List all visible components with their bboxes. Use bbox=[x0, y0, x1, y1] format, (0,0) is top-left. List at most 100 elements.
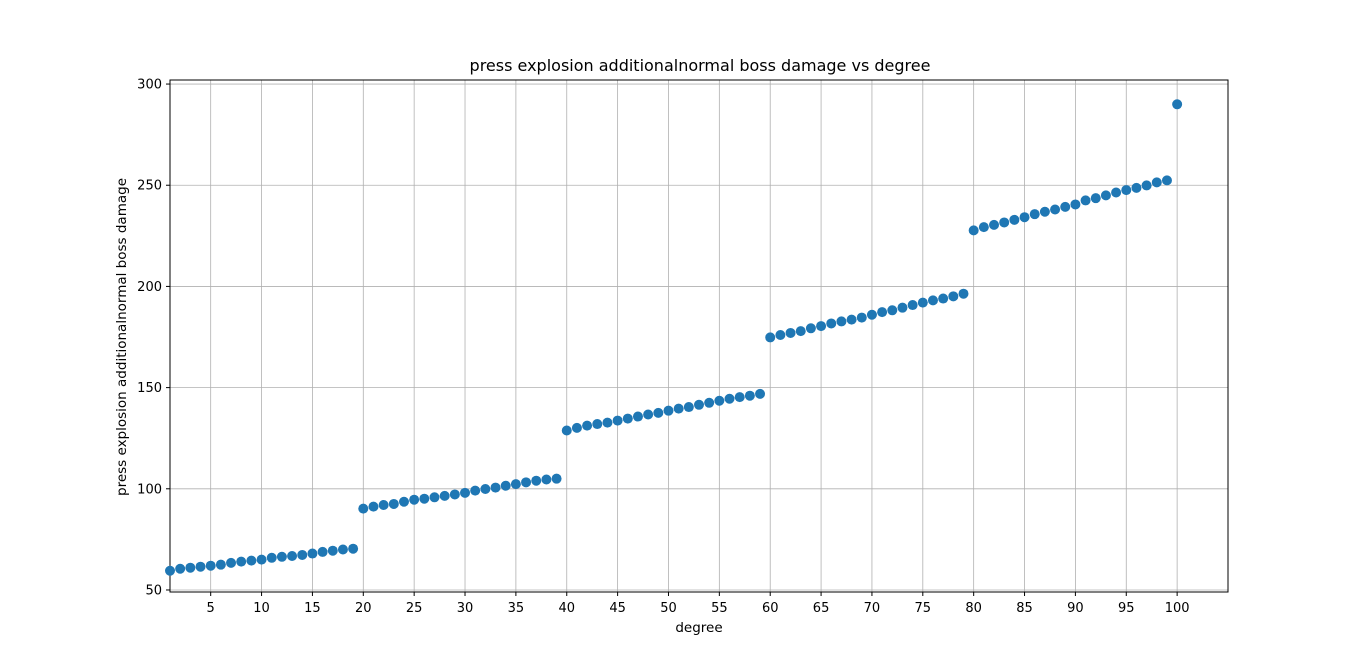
data-point bbox=[358, 503, 369, 514]
x-tick-label: 55 bbox=[711, 601, 728, 616]
data-point bbox=[826, 318, 837, 329]
y-axis-label: press explosion additionalnormal boss da… bbox=[114, 178, 130, 496]
y-tick-label: 150 bbox=[137, 381, 162, 396]
data-point bbox=[653, 407, 664, 418]
data-point bbox=[795, 326, 806, 337]
data-point bbox=[887, 305, 898, 316]
x-tick-label: 90 bbox=[1067, 601, 1084, 616]
data-point bbox=[775, 329, 786, 340]
y-axis-ticks: 50 100 150 200 250 300 bbox=[137, 78, 170, 598]
data-point bbox=[755, 388, 766, 399]
chart-title: press explosion additionalnormal boss da… bbox=[470, 56, 931, 75]
data-point bbox=[1151, 177, 1162, 188]
data-point bbox=[999, 217, 1010, 228]
data-point bbox=[704, 397, 715, 408]
x-tick-label: 30 bbox=[457, 601, 474, 616]
data-point bbox=[938, 293, 949, 304]
data-point bbox=[877, 307, 888, 318]
data-point bbox=[348, 543, 359, 554]
data-point bbox=[1080, 195, 1091, 206]
data-point bbox=[1019, 212, 1030, 223]
y-tick-label: 250 bbox=[137, 179, 162, 194]
x-tick-label: 80 bbox=[965, 601, 982, 616]
data-point bbox=[470, 485, 481, 496]
data-point bbox=[266, 552, 277, 563]
data-point bbox=[409, 494, 420, 505]
data-point bbox=[663, 405, 674, 416]
data-point bbox=[378, 499, 389, 510]
data-point bbox=[368, 501, 379, 512]
data-point bbox=[1029, 209, 1040, 220]
data-point bbox=[541, 474, 552, 485]
data-point bbox=[337, 544, 348, 555]
data-point bbox=[1111, 187, 1122, 198]
data-point bbox=[531, 475, 542, 486]
data-point bbox=[856, 312, 867, 323]
x-tick-label: 40 bbox=[558, 601, 575, 616]
y-tick-label: 100 bbox=[137, 482, 162, 497]
data-point bbox=[1161, 175, 1172, 186]
data-point bbox=[317, 546, 328, 557]
data-point bbox=[276, 551, 287, 562]
data-point bbox=[643, 409, 654, 420]
data-point bbox=[449, 489, 460, 500]
x-tick-label: 65 bbox=[813, 601, 830, 616]
x-tick-label: 10 bbox=[253, 601, 270, 616]
data-point bbox=[805, 323, 816, 334]
data-point bbox=[388, 498, 399, 509]
data-point bbox=[1009, 214, 1020, 225]
data-point bbox=[1172, 99, 1183, 110]
data-point bbox=[1100, 190, 1111, 201]
data-point bbox=[714, 395, 725, 406]
data-point bbox=[1039, 206, 1050, 217]
data-point bbox=[510, 479, 521, 490]
data-point bbox=[571, 422, 582, 433]
grid-lines bbox=[170, 80, 1228, 592]
data-point bbox=[226, 557, 237, 568]
data-point bbox=[1090, 193, 1101, 204]
data-point bbox=[1121, 185, 1132, 196]
data-point bbox=[215, 559, 226, 570]
data-point bbox=[734, 392, 745, 403]
data-point bbox=[673, 403, 684, 414]
data-point bbox=[765, 332, 776, 343]
data-point bbox=[582, 420, 593, 431]
data-point bbox=[561, 425, 572, 436]
data-point bbox=[683, 402, 694, 413]
x-tick-label: 25 bbox=[406, 601, 423, 616]
data-point bbox=[551, 473, 562, 484]
x-axis-label: degree bbox=[675, 620, 722, 636]
x-tick-label: 100 bbox=[1165, 601, 1190, 616]
x-tick-label: 35 bbox=[508, 601, 525, 616]
data-point bbox=[165, 565, 175, 576]
data-point bbox=[287, 550, 298, 561]
data-points bbox=[165, 99, 1183, 576]
data-point bbox=[307, 548, 318, 559]
data-point bbox=[1060, 201, 1071, 212]
plot-area-frame bbox=[169, 79, 1229, 593]
data-point bbox=[622, 413, 633, 424]
data-point bbox=[480, 483, 491, 494]
data-point bbox=[917, 297, 928, 308]
data-point bbox=[419, 493, 430, 504]
data-point bbox=[236, 556, 247, 567]
data-point bbox=[521, 477, 532, 488]
x-tick-label: 20 bbox=[355, 601, 372, 616]
data-point bbox=[948, 291, 959, 302]
data-point bbox=[1141, 180, 1152, 191]
data-point bbox=[927, 295, 938, 306]
data-point bbox=[195, 561, 206, 572]
data-point bbox=[785, 327, 796, 338]
data-point bbox=[175, 563, 186, 574]
data-point bbox=[490, 482, 501, 493]
data-point bbox=[439, 490, 450, 501]
data-point bbox=[866, 309, 877, 320]
data-point bbox=[592, 419, 603, 430]
x-axis-ticks: 5 10 15 20 25 30 35 40 45 50 55 60 65 70 75 80 85 90 95 100 bbox=[207, 592, 1190, 616]
data-point bbox=[1131, 182, 1142, 193]
data-point bbox=[724, 393, 735, 404]
x-tick-label: 95 bbox=[1118, 601, 1135, 616]
data-point bbox=[460, 487, 471, 498]
data-point bbox=[836, 316, 847, 327]
data-point bbox=[205, 560, 216, 571]
